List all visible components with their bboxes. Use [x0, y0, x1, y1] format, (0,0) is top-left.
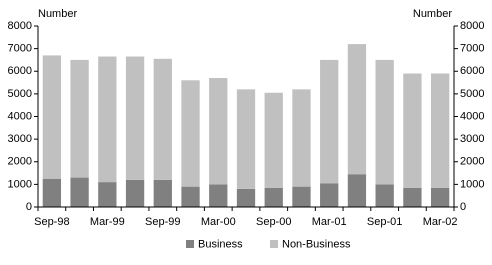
bar-segment: [125, 56, 145, 180]
y2-tick-label: 4000: [460, 110, 484, 122]
bar-segment: [264, 187, 283, 207]
legend-swatch: [186, 240, 194, 248]
y-axis-label: Number: [38, 8, 77, 20]
bar-segment: [292, 186, 311, 207]
x-tick-label: Sep-98: [34, 216, 69, 228]
bar-segment: [209, 78, 228, 185]
bar-segment: [42, 178, 62, 207]
bar-segment: [181, 186, 200, 207]
y-tick-label: 6000: [8, 65, 32, 77]
bar-segment: [430, 187, 450, 207]
bar-segment: [98, 56, 117, 183]
y2-tick-label: 0: [460, 201, 466, 213]
y2-tick-label: 8000: [460, 20, 484, 32]
bar-segment: [236, 89, 256, 189]
y-tick-label: 5000: [8, 88, 32, 100]
bar-segment: [153, 179, 172, 207]
y-tick-label: 8000: [8, 20, 32, 32]
y2-axis-label: Number: [413, 8, 452, 20]
bar-segment: [264, 92, 283, 188]
y2-tick-label: 3000: [460, 133, 484, 145]
y2-tick-label: 2000: [460, 156, 484, 168]
bar-segment: [403, 73, 422, 188]
x-tick-label: Sep-99: [145, 216, 180, 228]
bar-segment: [347, 44, 367, 175]
y-tick-label: 4000: [8, 110, 32, 122]
bar-segment: [375, 59, 394, 185]
x-tick-label: Mar-99: [90, 216, 125, 228]
y-tick-label: 1000: [8, 178, 32, 190]
y-tick-label: 7000: [8, 43, 32, 55]
bar-segment: [236, 188, 256, 207]
y2-tick-label: 5000: [460, 88, 484, 100]
bar-segment: [320, 59, 339, 184]
bar-segment: [375, 184, 394, 207]
legend-label: Non-Business: [282, 238, 351, 250]
bar-segment: [70, 177, 89, 207]
bar-segment: [125, 179, 145, 207]
bar-segment: [153, 58, 172, 180]
y-tick-label: 0: [26, 201, 32, 213]
bar-segment: [403, 187, 422, 207]
bar-segment: [292, 89, 311, 187]
y-tick-label: 2000: [8, 156, 32, 168]
y2-tick-label: 7000: [460, 43, 484, 55]
x-tick-label: Mar-00: [201, 216, 236, 228]
x-tick-label: Mar-02: [423, 216, 458, 228]
y-tick-label: 3000: [8, 133, 32, 145]
bar-segment: [98, 182, 117, 207]
x-tick-label: Sep-01: [367, 216, 402, 228]
bar-segment: [70, 59, 89, 178]
y2-tick-label: 6000: [460, 65, 484, 77]
x-tick-label: Sep-00: [256, 216, 291, 228]
legend-label: Business: [198, 238, 243, 250]
bar-segment: [209, 184, 228, 207]
y2-tick-label: 1000: [460, 178, 484, 190]
x-tick-label: Mar-01: [312, 216, 347, 228]
bar-segment: [347, 174, 367, 207]
legend-swatch: [270, 240, 278, 248]
bar-segment: [42, 55, 62, 179]
bar-segment: [181, 80, 200, 187]
bar-segment: [430, 73, 450, 188]
bar-segment: [320, 183, 339, 207]
